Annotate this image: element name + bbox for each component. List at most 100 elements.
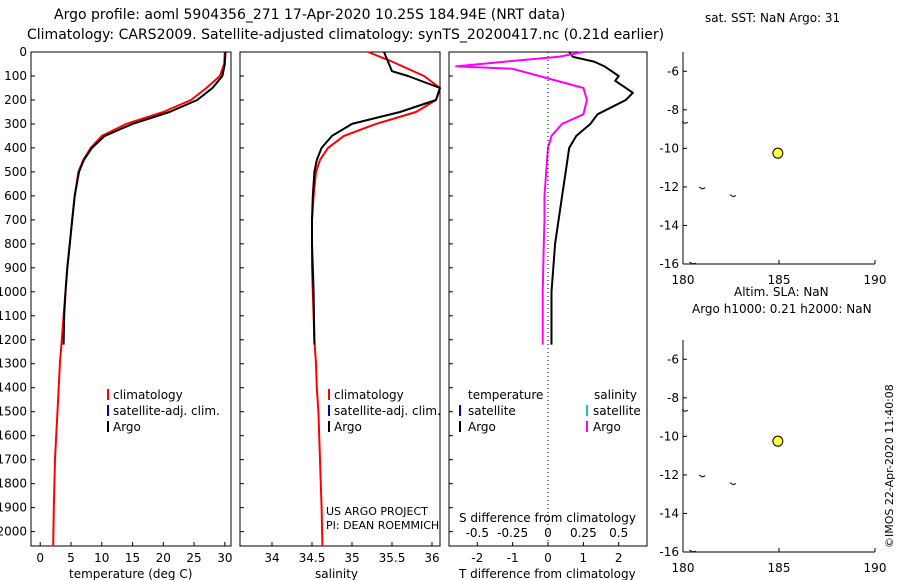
x-tick-label: 30 [217,551,232,565]
pi-credit: PI: DEAN ROEMMICH [326,519,439,532]
coastline-fragment [689,261,696,265]
x-tick-label: 0 [544,551,552,565]
sst-map-title: sat. SST: NaN Argo: 31 [705,11,840,25]
difference-panel-frame [448,51,648,547]
legend-argo-swatch [328,421,330,432]
map-x-tick-label: 190 [864,561,887,575]
x-tick-label: 34 [264,551,279,565]
x-tick-label: 0 [36,551,44,565]
depth-tick-label: 1000 [0,285,27,299]
depth-tick-label: 700 [4,213,27,227]
map-x-tick-label: 180 [672,561,695,575]
depth-tick-label: 0 [19,45,27,59]
depth-tick-label: 1200 [0,333,27,347]
depth-tick-label: 900 [4,261,27,275]
map-y-tick-label: -10 [659,429,679,443]
salinity-legend: climatology satellite-adj. clim. Argo [328,388,441,434]
depth-tick-label: 1500 [0,405,27,419]
map-y-tick-label: -6 [667,352,679,366]
map-y-tick-label: -8 [667,103,679,117]
legend-s-satellite-swatch [586,405,588,416]
map-y-tick-label: -14 [659,218,679,232]
map-y-tick-label: -10 [659,141,679,155]
depth-axis: 0 100 200 300 400 500 600 700 800 900 1000 1100 1200… [0,45,453,539]
legend-satellite-adj-label: satellite-adj. clim. [113,404,220,418]
depth-tick-label: 400 [4,141,27,155]
sla-map-subtitle: Argo h1000: 0.21 h2000: NaN [692,302,872,316]
x-tick-label: 35.5 [379,551,406,565]
x-tick-label: 20 [156,551,171,565]
series-line-s-difference-argo- [455,51,588,345]
s-diff-tick-label: 0.25 [570,526,597,540]
difference-legend: temperature salinity satellite Argo sate… [459,388,641,434]
series-line-t-difference-argo- [550,51,634,345]
temperature-axis-label: temperature (deg C) [69,567,192,580]
s-difference-axis-label: S difference from climatology [459,511,636,525]
series-line-argo [311,51,441,345]
map-x-tick-label: 180 [672,273,695,287]
legend-t-satellite-label: satellite [468,404,516,418]
sst-map: -6 -8 -10 -12 -14 -16 180 185 190 [659,52,886,287]
depth-tick-label: 1300 [0,357,27,371]
x-tick-label: 1 [580,551,588,565]
coastline-fragment [698,474,706,478]
series-line-climatology [52,51,226,547]
salinity-plot: 34 34.5 35 35.5 36 [264,51,441,565]
x-tick-label: 10 [94,551,109,565]
map-y-tick-label: -14 [659,506,679,520]
depth-tick-label: 1700 [0,453,27,467]
x-tick-label: 2 [615,551,623,565]
legend-temperature-header: temperature [468,388,543,402]
depth-tick-label: 1900 [0,501,27,515]
x-tick-label: 35 [344,551,359,565]
map-y-tick-label: -16 [659,545,679,559]
series-line-climatology [311,51,441,547]
sla-map-title: Altim. SLA: NaN [734,285,829,299]
s-diff-tick-label: -0.5 [466,526,489,540]
legend-s-argo-swatch [586,421,588,432]
depth-tick-label: 2000 [0,525,27,539]
legend-argo-label: Argo [113,420,141,434]
depth-tick-label: 1800 [0,477,27,491]
legend-satellite-adj-swatch [107,405,109,416]
coastline-fragment [681,120,689,124]
coastline-fragment [681,408,689,412]
s-diff-tick-label: 0 [544,526,552,540]
project-credit: US ARGO PROJECT [326,505,428,518]
map-x-tick-label: 190 [864,273,887,287]
map-y-tick-label: -12 [659,180,679,194]
temperature-legend: climatology satellite-adj. clim. Argo [107,388,220,434]
legend-t-argo-swatch [459,421,461,432]
coastline-fragment [729,482,737,486]
figure-title-line2: Climatology: CARS2009. Satellite-adjuste… [27,27,664,43]
x-tick-label: -2 [471,551,483,565]
s-diff-tick-label: -0.25 [497,526,528,540]
legend-climatology-swatch [107,389,109,400]
legend-argo-label: Argo [334,420,362,434]
series-line-argo [62,51,227,345]
legend-climatology-swatch [328,389,330,400]
x-tick-label: 15 [125,551,140,565]
x-tick-label: -1 [507,551,519,565]
map-y-tick-label: -16 [659,257,679,271]
salinity-panel-frame [239,51,441,547]
depth-tick-label: 1400 [0,381,27,395]
temperature-plot: 0 5 10 15 20 25 30 [36,51,232,565]
legend-satellite-adj-swatch [328,405,330,416]
depth-tick-label: 1100 [0,309,27,323]
depth-tick-label: 1600 [0,429,27,443]
x-tick-label: 36 [424,551,439,565]
map-y-tick-label: -6 [667,64,679,78]
x-tick-label: 25 [186,551,201,565]
depth-tick-label: 600 [4,189,27,203]
temperature-panel-frame [30,51,232,547]
x-tick-label: 34.5 [299,551,326,565]
argo-float-marker [772,435,784,447]
x-tick-label: 5 [67,551,75,565]
depth-tick-label: 800 [4,237,27,251]
legend-satellite-adj-label: satellite-adj. clim. [334,404,441,418]
coastline-fragment [729,194,737,198]
legend-climatology-label: climatology [334,388,404,402]
depth-tick-label: 300 [4,117,27,131]
